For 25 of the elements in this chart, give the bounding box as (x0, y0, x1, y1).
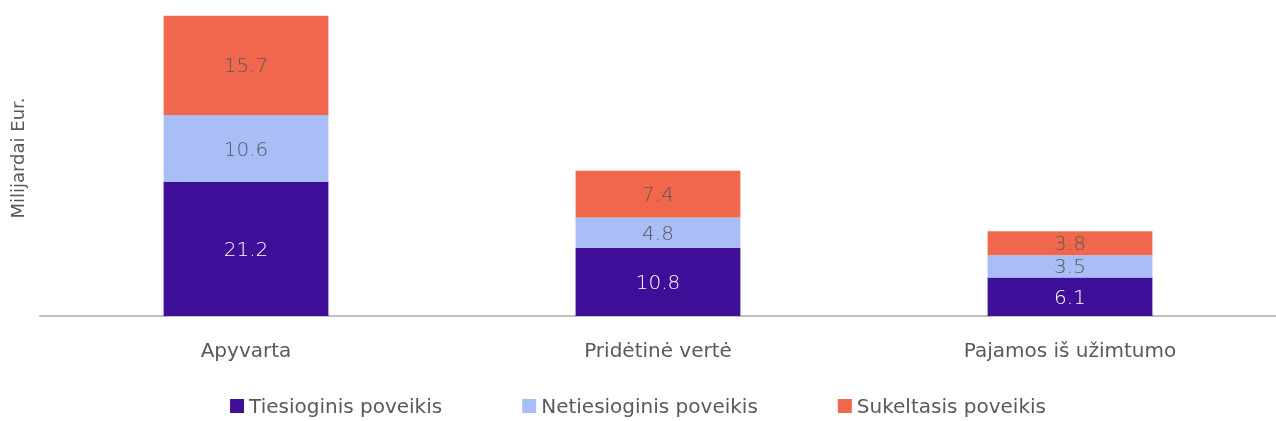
data-label: 3.8 (1054, 231, 1086, 256)
bar (575, 170, 741, 218)
x-tick-label: Pajamos iš užimtumo (963, 338, 1177, 362)
data-label: 3.5 (1054, 254, 1086, 279)
bar (575, 247, 741, 316)
x-tick-label: Pridėtinė vertė (584, 338, 732, 362)
bar (163, 182, 329, 316)
data-label: 21.2 (223, 237, 269, 262)
x-tick-label: Apyvarta (200, 338, 292, 362)
bar (163, 15, 329, 116)
data-label: 7.4 (642, 182, 674, 207)
y-axis-title: Milijardai Eur. (6, 97, 28, 219)
bar (987, 277, 1153, 316)
legend-label: Sukeltasis poveikis (856, 394, 1046, 418)
data-label: 4.8 (642, 220, 674, 245)
bar (575, 217, 741, 248)
legend-label: Netiesioginis poveikis (541, 394, 758, 418)
data-label: 6.1 (1054, 284, 1086, 309)
legend-label: Tiesioginis poveikis (248, 394, 443, 418)
data-label: 10.6 (223, 136, 269, 161)
bar (987, 255, 1153, 278)
data-label: 10.8 (635, 269, 681, 294)
bar (163, 115, 329, 183)
bar (987, 231, 1153, 256)
data-label: 15.7 (223, 53, 269, 78)
